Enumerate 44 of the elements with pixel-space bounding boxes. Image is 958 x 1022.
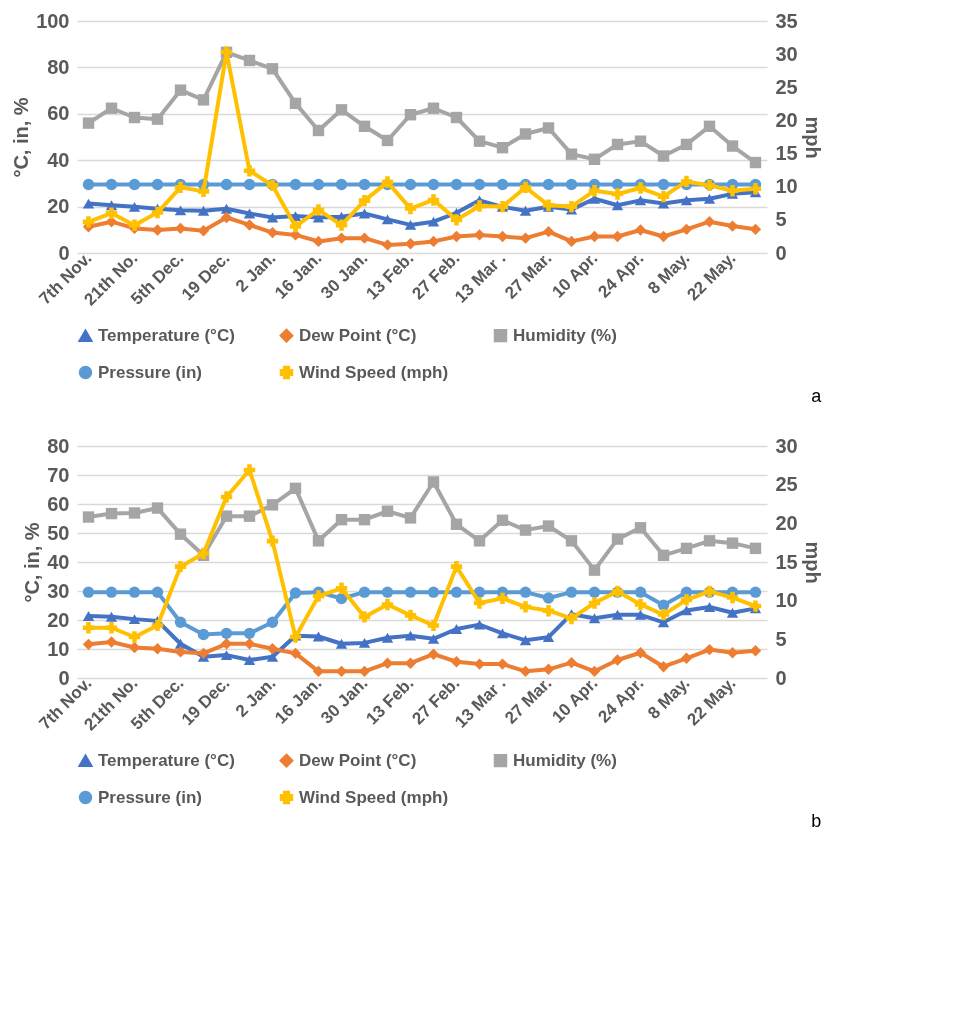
y2-tick-label: 20 bbox=[775, 108, 798, 131]
y2-tick-label: 30 bbox=[775, 434, 798, 457]
y-tick-label: 20 bbox=[47, 608, 70, 631]
y-tick-label: 20 bbox=[47, 195, 70, 218]
y2-tick-label: 25 bbox=[775, 75, 798, 98]
y2-tick-label: 30 bbox=[775, 42, 798, 65]
y2-tick-label: 15 bbox=[775, 550, 798, 573]
legend-label: Dew Point (°C) bbox=[299, 325, 417, 345]
legend-label: Wind Speed (mph) bbox=[299, 787, 449, 807]
y2-tick-label: 0 bbox=[775, 241, 787, 264]
y2-tick-label: 10 bbox=[775, 589, 798, 612]
y2-axis-title: mph bbox=[801, 116, 824, 159]
legend-label: Humidity (%) bbox=[513, 325, 617, 345]
y-tick-label: 60 bbox=[47, 492, 70, 515]
y-tick-label: 30 bbox=[47, 579, 70, 602]
y-axis-title: °C, in, % bbox=[10, 97, 33, 178]
y2-tick-label: 5 bbox=[775, 627, 787, 650]
legend-label: Temperature (°C) bbox=[98, 750, 235, 770]
y2-tick-label: 0 bbox=[775, 666, 787, 689]
y-tick-label: 70 bbox=[47, 463, 70, 486]
y2-tick-label: 25 bbox=[775, 473, 798, 496]
y-tick-label: 80 bbox=[47, 434, 70, 457]
text: a bbox=[811, 386, 823, 406]
y2-tick-label: 10 bbox=[775, 175, 798, 198]
legend-label: Pressure (in) bbox=[98, 362, 202, 382]
y2-tick-label: 5 bbox=[775, 208, 787, 231]
y-tick-label: 10 bbox=[47, 637, 70, 660]
y-axis-title: °C, in, % bbox=[21, 522, 44, 603]
y2-tick-label: 15 bbox=[775, 142, 798, 165]
legend-label: Humidity (%) bbox=[513, 750, 617, 770]
legend-label: Temperature (°C) bbox=[98, 325, 235, 345]
y-tick-label: 40 bbox=[47, 148, 70, 171]
text: b bbox=[811, 811, 822, 831]
y-tick-label: 60 bbox=[47, 102, 70, 125]
y2-tick-label: 20 bbox=[775, 511, 798, 534]
y2-axis-title: mph bbox=[801, 541, 824, 584]
legend-label: Dew Point (°C) bbox=[299, 750, 417, 770]
y-tick-label: 50 bbox=[47, 521, 70, 544]
legend-label: Wind Speed (mph) bbox=[299, 362, 449, 382]
y-tick-label: 40 bbox=[47, 550, 70, 573]
y2-tick-label: 35 bbox=[775, 9, 798, 32]
legend-label: Pressure (in) bbox=[98, 787, 202, 807]
y-tick-label: 80 bbox=[47, 55, 70, 78]
y-tick-label: 100 bbox=[36, 9, 70, 32]
